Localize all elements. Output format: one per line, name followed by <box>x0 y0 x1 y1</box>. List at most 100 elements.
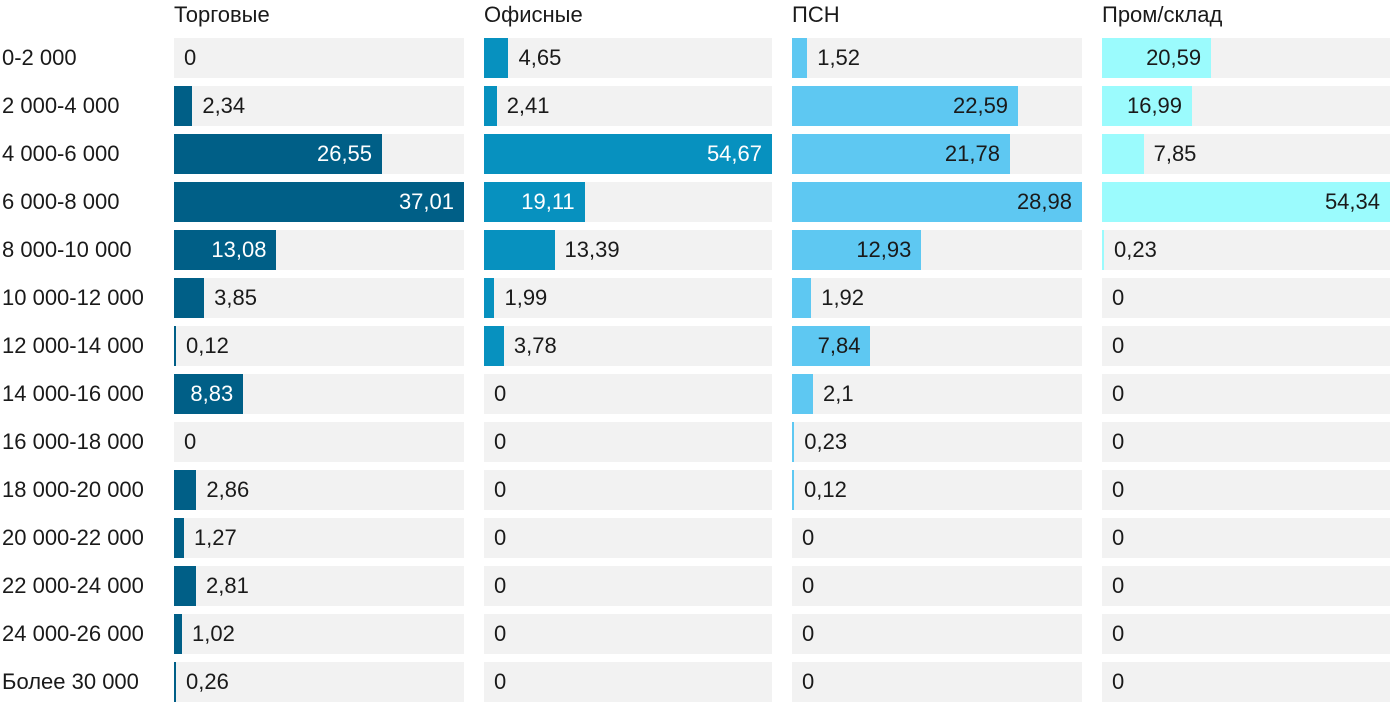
bar-track <box>1102 422 1390 462</box>
bar-track <box>484 86 772 126</box>
bar-track <box>792 470 1082 510</box>
data-label: 0 <box>1112 285 1125 310</box>
bar-track <box>484 38 772 78</box>
data-label: 2,81 <box>206 573 249 598</box>
bar <box>484 86 497 126</box>
bar-track <box>792 662 1082 702</box>
row-label: 10 000-12 000 <box>2 285 144 310</box>
data-label: 13,39 <box>564 237 620 262</box>
data-label: 0 <box>494 477 507 502</box>
data-label: 0 <box>802 573 815 598</box>
bar <box>792 230 922 270</box>
bar <box>792 374 813 414</box>
bar <box>792 422 795 462</box>
data-label: 0,12 <box>186 333 229 358</box>
bar-track <box>1102 662 1390 702</box>
bar <box>174 470 197 510</box>
data-label: 2,34 <box>202 93 246 118</box>
data-label: 37,01 <box>398 189 454 214</box>
bar-track <box>792 278 1082 318</box>
bar-track <box>792 614 1082 654</box>
row-label: 22 000-24 000 <box>2 573 144 598</box>
bar <box>174 326 176 366</box>
bar-track <box>484 470 772 510</box>
bar <box>1102 134 1144 174</box>
bar-track <box>1102 230 1390 270</box>
bar <box>484 326 504 366</box>
bar <box>174 614 182 654</box>
data-label: 3,85 <box>214 285 257 310</box>
bar-track <box>174 278 464 318</box>
bar-track <box>484 662 772 702</box>
row-label: 14 000-16 000 <box>2 381 144 406</box>
bar <box>484 182 585 222</box>
row-label: 20 000-22 000 <box>2 525 144 550</box>
bar <box>484 278 495 318</box>
data-label: 0 <box>184 429 197 454</box>
data-label: 28,98 <box>1016 189 1072 214</box>
bar-track <box>1102 566 1390 606</box>
data-label: 0 <box>802 621 815 646</box>
data-label: 2,86 <box>206 477 250 502</box>
data-label: 13,08 <box>211 237 267 262</box>
row-label: 24 000-26 000 <box>2 621 144 646</box>
column-header: Офисные <box>484 2 583 27</box>
bar <box>174 86 193 126</box>
data-label: 0 <box>494 381 507 406</box>
data-label: 1,99 <box>504 285 548 310</box>
data-label: 12,93 <box>856 237 912 262</box>
bar <box>174 662 177 702</box>
bar <box>484 38 509 78</box>
data-label: 4,65 <box>518 45 562 70</box>
bar-track <box>484 374 772 414</box>
row-label: Более 30 000 <box>2 669 139 694</box>
data-label: 0 <box>1112 429 1125 454</box>
bar-track <box>174 326 464 366</box>
data-label: 0 <box>1112 477 1125 502</box>
bar-track <box>174 38 464 78</box>
bar <box>1102 38 1212 78</box>
bar <box>174 230 277 270</box>
bar-track <box>1102 134 1390 174</box>
bar-track <box>174 662 464 702</box>
data-label: 19,11 <box>521 189 575 214</box>
bar <box>792 326 871 366</box>
row-label: 4 000-6 000 <box>2 141 120 166</box>
data-label: 0,12 <box>804 477 847 502</box>
data-label: 26,55 <box>316 141 373 166</box>
data-label: 0,23 <box>804 429 848 454</box>
bar <box>174 518 184 558</box>
bar-track <box>484 278 772 318</box>
data-label: 7,85 <box>1153 141 1197 166</box>
bar-track <box>792 566 1082 606</box>
bar-track <box>484 566 772 606</box>
row-label: 0-2 000 <box>2 45 77 70</box>
data-label: 7,84 <box>817 333 861 358</box>
data-label: 54,67 <box>706 141 762 166</box>
bar-track <box>1102 518 1390 558</box>
bar-track <box>484 518 772 558</box>
data-label: 0 <box>494 525 507 550</box>
data-label: 0 <box>494 429 507 454</box>
data-label: 20,59 <box>1146 45 1202 70</box>
bar <box>484 134 772 174</box>
bar <box>174 182 464 222</box>
data-label: 0,23 <box>1114 237 1157 262</box>
data-label: 0 <box>802 525 815 550</box>
bar-track <box>174 614 464 654</box>
row-label: 8 000-10 000 <box>2 237 132 262</box>
bar <box>174 134 383 174</box>
data-label: 0 <box>1112 333 1125 358</box>
bar-track <box>792 374 1082 414</box>
row-label: 18 000-20 000 <box>2 477 144 502</box>
row-label: 2 000-4 000 <box>2 93 120 118</box>
bar <box>792 278 812 318</box>
bar-track <box>1102 326 1390 366</box>
bar-track <box>792 38 1082 78</box>
bar <box>1102 230 1104 270</box>
column-header: Торговые <box>174 2 270 27</box>
bar-track <box>1102 278 1390 318</box>
bar <box>174 566 197 606</box>
bar <box>1102 182 1390 222</box>
column-header: ПСН <box>792 2 840 27</box>
